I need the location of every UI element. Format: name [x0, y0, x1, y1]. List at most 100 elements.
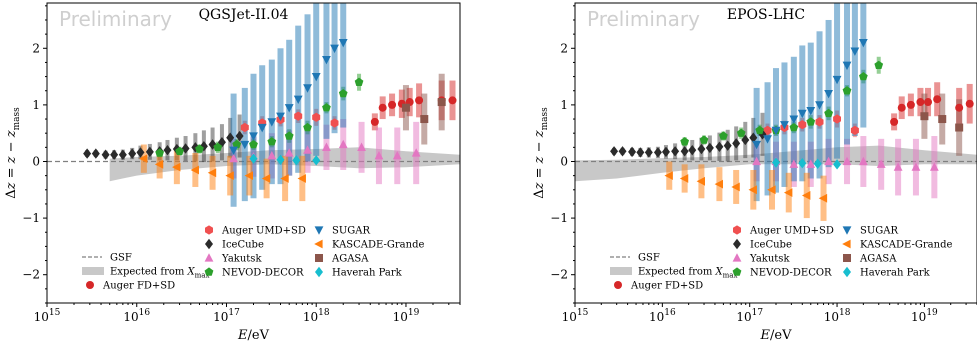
point-auger-fd-sd: [388, 100, 397, 109]
point-nevod-decor: [736, 128, 746, 137]
point-sugar: [303, 84, 312, 93]
legend-marker-kascade-grande: [842, 239, 851, 249]
point-kascade-grande: [801, 191, 811, 200]
point-kascade-grande: [783, 188, 793, 198]
point-yakutsk: [842, 156, 852, 166]
legend-label-kascade-grande: KASCADE-Grande: [332, 240, 424, 251]
legend-label-kascade-grande: KASCADE-Grande: [860, 240, 952, 251]
point-kascade-grande: [139, 154, 148, 164]
point-icecube: [715, 141, 724, 152]
point-auger-fd-sd: [897, 103, 906, 112]
legend-marker-auger-umd-sd: [205, 225, 213, 235]
point-haverah-park: [249, 153, 258, 164]
legend-marker-kascade-grande: [314, 239, 323, 249]
point-icecube: [661, 146, 670, 158]
legend-label-expected-from-x-max: Expected from Xmax: [110, 267, 209, 280]
point-auger-fd-sd: [890, 117, 899, 126]
point-sugar: [842, 61, 852, 71]
point-kascade-grande: [714, 179, 724, 189]
point-icecube: [181, 143, 190, 154]
error-bar-sugar: [323, 3, 330, 139]
plot-area: [575, 3, 977, 221]
point-sugar: [832, 75, 842, 85]
point-auger-fd-sd: [965, 99, 974, 108]
point-kascade-grande: [767, 185, 776, 195]
point-haverah-park: [833, 159, 842, 170]
legend-label-auger-fd-sd: Auger FD+SD: [102, 281, 175, 292]
y-tick-label: 0: [32, 154, 40, 168]
point-yakutsk: [322, 142, 331, 151]
point-sugar: [771, 126, 781, 136]
point-kascade-grande: [679, 174, 689, 183]
legend-marker-icecube: [205, 238, 213, 250]
x-tick-label: 1018: [824, 308, 851, 324]
point-nevod-decor: [175, 146, 184, 155]
y-tick-label: 2: [560, 41, 568, 55]
point-sugar: [293, 95, 303, 105]
x-tick-label: 1016: [123, 308, 150, 324]
point-icecube: [671, 146, 680, 157]
point-nevod-decor: [789, 122, 799, 132]
legend-label-icecube: IceCube: [750, 240, 792, 251]
error-bar-sugar: [860, 3, 867, 128]
point-nevod-decor: [699, 135, 709, 144]
panel-title: EPOS-LHC: [727, 7, 805, 23]
legend-label-auger-umd-sd: Auger UMD+SD: [749, 226, 834, 237]
point-nevod-decor: [338, 89, 348, 98]
y-tick-label: 2: [32, 41, 40, 55]
point-sugar: [815, 101, 824, 110]
point-icecube: [136, 147, 145, 158]
x-tick-label: 1015: [34, 308, 61, 324]
point-icecube: [732, 138, 741, 149]
y-tick-label: −1: [550, 211, 568, 225]
y-tick-label: 1: [560, 98, 568, 112]
point-icecube: [199, 141, 208, 152]
point-auger-umd-sd: [763, 125, 772, 135]
legend-label-haverah-park: Haverah Park: [332, 268, 403, 279]
point-icecube: [128, 148, 137, 159]
point-auger-fd-sd: [448, 96, 457, 105]
panel-2: Preliminary 1015 1016 1017 1018 1019 −2 −1 0 1 2 EP…: [532, 2, 977, 343]
point-sugar: [806, 106, 816, 116]
legend-label-sugar: SUGAR: [860, 226, 898, 237]
point-nevod-decor: [232, 139, 242, 149]
point-nevod-decor: [859, 72, 868, 81]
point-yakutsk: [789, 159, 799, 168]
point-sugar: [249, 132, 258, 141]
point-nevod-decor: [249, 139, 258, 149]
legend-marker-nevod-decor: [204, 267, 214, 276]
legend-label-auger-umd-sd: Auger UMD+SD: [221, 226, 306, 237]
y-axis-label: Δz = z − zmass: [4, 107, 22, 199]
point-nevod-decor: [806, 117, 816, 126]
point-yakutsk: [929, 162, 939, 171]
point-auger-umd-sd: [833, 114, 841, 124]
y-axis-label: Δz = z − zmass: [532, 107, 550, 199]
watermark-preliminary: Preliminary: [587, 7, 700, 31]
point-sugar: [311, 72, 321, 82]
point-nevod-decor: [213, 142, 223, 152]
point-icecube: [235, 130, 244, 142]
point-sugar: [858, 39, 868, 48]
point-nevod-decor: [322, 103, 331, 112]
y-tick-label: −2: [22, 268, 40, 282]
panel-title: QGSJet-II.04: [199, 7, 289, 23]
point-auger-fd-sd: [916, 98, 925, 107]
point-icecube: [208, 139, 217, 150]
legend-label-auger-fd-sd: Auger FD+SD: [630, 281, 703, 292]
error-bar-sugar: [340, 3, 347, 128]
point-haverah-park: [292, 155, 301, 166]
legend-marker-auger-fd-sd: [614, 281, 622, 289]
y-tick-label: −2: [550, 268, 568, 282]
point-sugar: [752, 140, 762, 150]
point-yakutsk: [374, 151, 384, 160]
legend-label-agasa: AGASA: [331, 254, 369, 265]
legend-label-expected-from-x-max: Expected from Xmax: [638, 267, 737, 280]
x-tick-label: 1017: [213, 308, 240, 324]
legend-swatch-expected-from-x-max: [610, 267, 632, 275]
x-tick-label: 1015: [562, 308, 589, 324]
legend-marker-sugar: [314, 226, 324, 235]
point-sugar: [284, 104, 294, 113]
point-icecube: [83, 148, 92, 159]
